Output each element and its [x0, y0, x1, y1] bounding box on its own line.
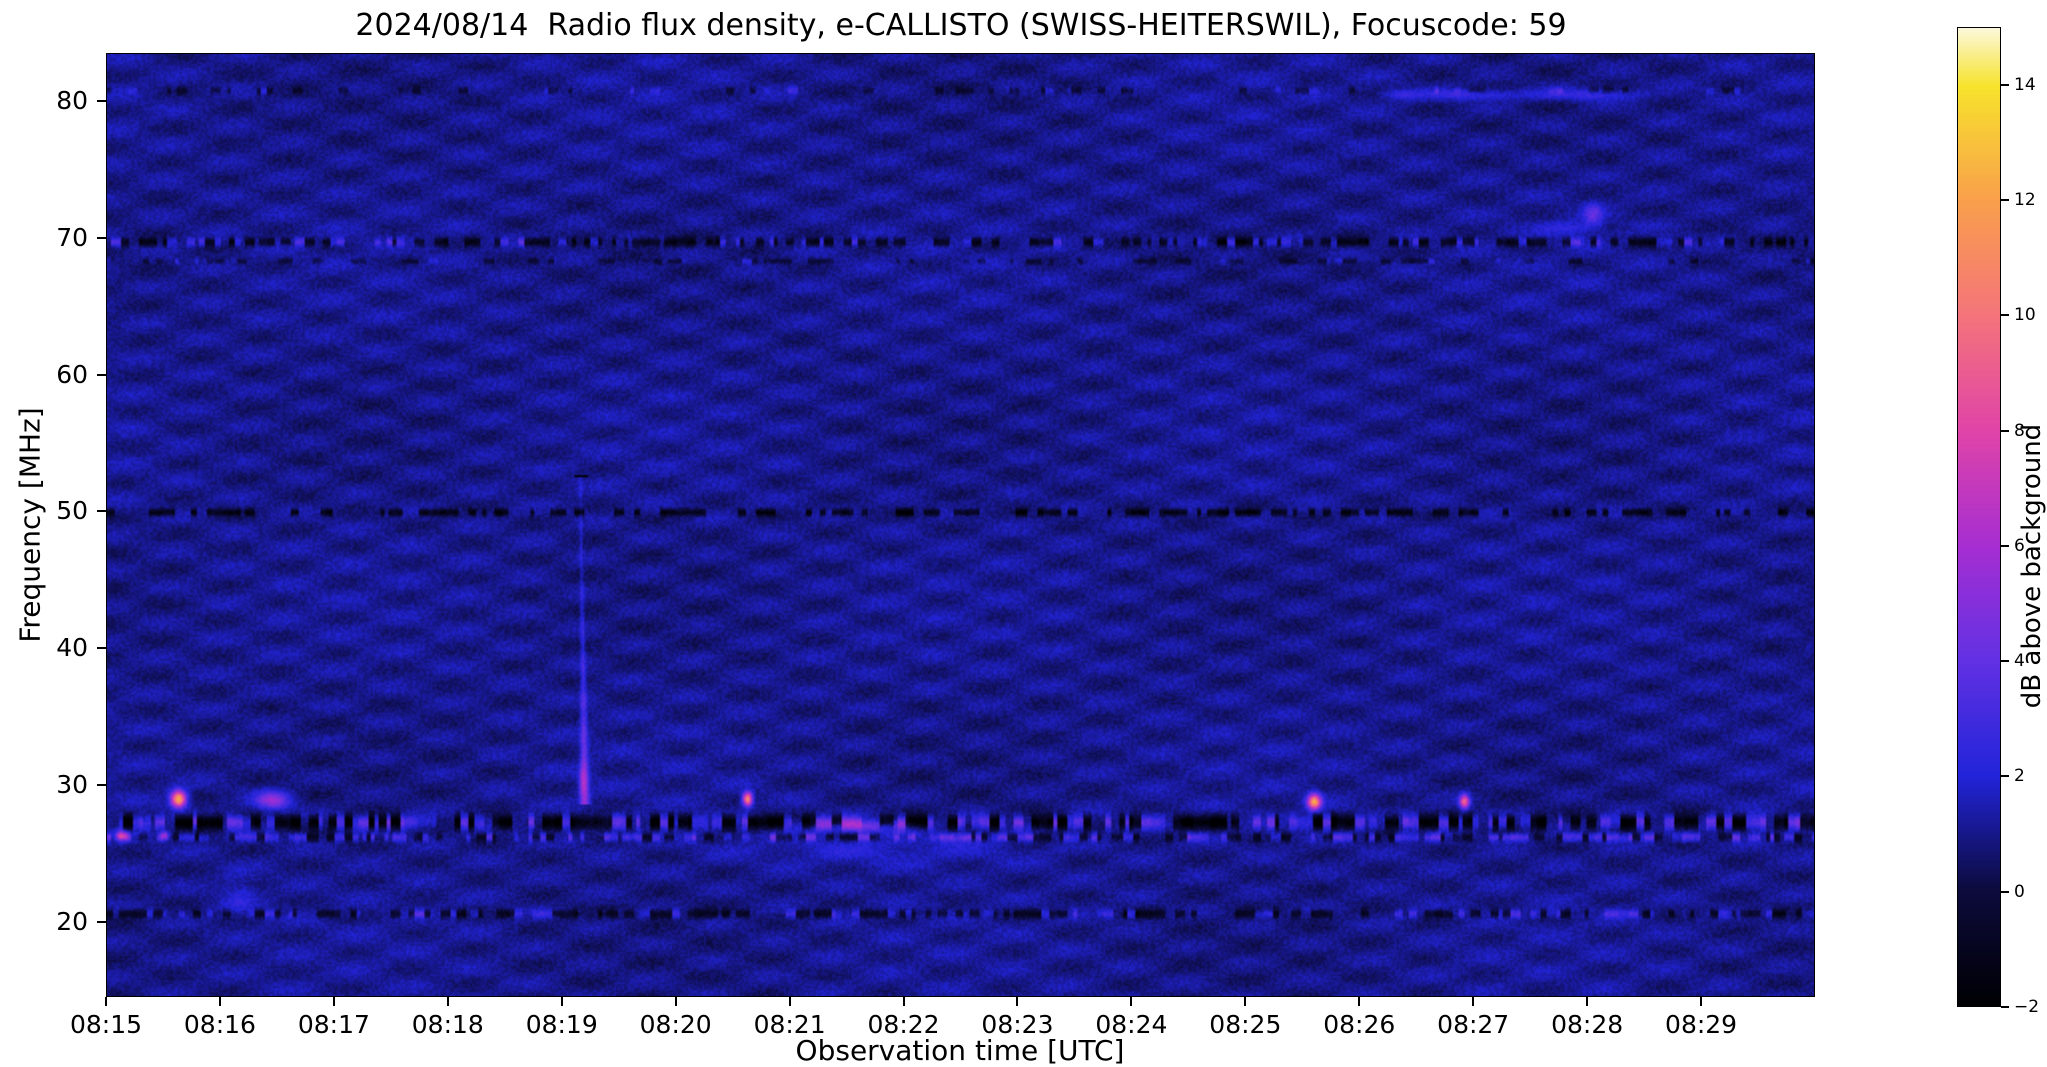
y-tick-label: 40	[56, 633, 88, 663]
colorbar-tick	[2001, 429, 2009, 432]
colorbar-tick-label: 8	[2014, 420, 2025, 441]
x-axis-tick	[1130, 997, 1133, 1006]
colorbar-tick	[2001, 660, 2009, 663]
x-axis-tick	[218, 997, 221, 1006]
colorbar-tick	[2001, 314, 2009, 317]
x-tick-label: 08:17	[297, 1010, 370, 1039]
x-tick-label: 08:28	[1551, 1010, 1624, 1039]
x-axis-tick	[332, 997, 335, 1006]
colorbar-tick	[2001, 775, 2009, 778]
x-axis-tick	[902, 997, 905, 1006]
x-tick-label: 08:19	[525, 1010, 598, 1039]
x-tick-label: 08:25	[1209, 1010, 1282, 1039]
x-tick-label: 08:29	[1665, 1010, 1738, 1039]
colorbar-gradient	[1958, 28, 2000, 1006]
colorbar-tick-label: 4	[2014, 651, 2025, 672]
x-tick-label: 08:24	[1095, 1010, 1168, 1039]
x-axis-tick	[674, 997, 677, 1006]
x-tick-label: 08:27	[1437, 1010, 1510, 1039]
colorbar-tick-label: −2	[2014, 997, 2040, 1017]
colorbar-tick	[2001, 1006, 2009, 1008]
colorbar-tick-label: 6	[2014, 535, 2025, 556]
y-axis-tick	[97, 99, 106, 102]
x-axis-tick	[1472, 997, 1475, 1006]
x-tick-label: 08:15	[69, 1010, 143, 1039]
colorbar-tick-label: 0	[2014, 881, 2025, 902]
x-tick-label: 08:21	[753, 1010, 826, 1039]
colorbar-tick	[2001, 83, 2009, 86]
colorbar-tick	[2001, 544, 2009, 547]
y-tick-label: 30	[56, 769, 88, 799]
x-axis-tick	[1358, 997, 1361, 1006]
colorbar-tick	[2001, 890, 2009, 893]
x-axis-tick	[1016, 997, 1019, 1006]
x-axis-tick	[446, 997, 449, 1006]
y-tick-label: 60	[56, 359, 88, 389]
x-axis-tick	[1586, 997, 1589, 1006]
colorbar	[1957, 27, 2001, 1007]
y-tick-label: 70	[56, 222, 88, 252]
plot-area	[106, 53, 1815, 997]
x-axis-tick	[1700, 997, 1703, 1006]
colorbar-tick-label: 12	[2014, 189, 2036, 210]
x-tick-label: 08:20	[639, 1010, 712, 1039]
y-axis-tick	[97, 373, 106, 376]
x-tick-label: 08:22	[867, 1010, 940, 1039]
x-axis-tick	[788, 997, 791, 1006]
x-tick-label: 08:16	[183, 1010, 256, 1039]
y-tick-label: 50	[56, 496, 88, 526]
chart-title: 2024/08/14 Radio flux density, e-CALLIST…	[355, 8, 1567, 43]
x-axis-label: Observation time [UTC]	[795, 1034, 1125, 1067]
y-tick-label: 80	[56, 85, 88, 115]
x-tick-label: 08:26	[1323, 1010, 1396, 1039]
y-axis-tick	[97, 783, 106, 786]
y-axis-tick	[97, 647, 106, 650]
y-axis-tick	[97, 236, 106, 239]
y-axis-tick	[97, 510, 106, 513]
x-axis-tick	[560, 997, 563, 1006]
x-tick-label: 08:18	[411, 1010, 484, 1039]
colorbar-tick-label: 10	[2014, 305, 2036, 326]
x-axis-tick	[1244, 997, 1247, 1006]
x-tick-label: 08:23	[981, 1010, 1054, 1039]
x-axis-tick	[105, 997, 107, 1006]
y-axis-tick	[97, 920, 106, 923]
colorbar-tick-label: 2	[2014, 766, 2025, 787]
colorbar-tick	[2001, 198, 2009, 201]
y-tick-label: 20	[56, 906, 88, 936]
colorbar-tick-label: 14	[2014, 74, 2036, 95]
spectrogram-canvas	[107, 54, 1814, 996]
